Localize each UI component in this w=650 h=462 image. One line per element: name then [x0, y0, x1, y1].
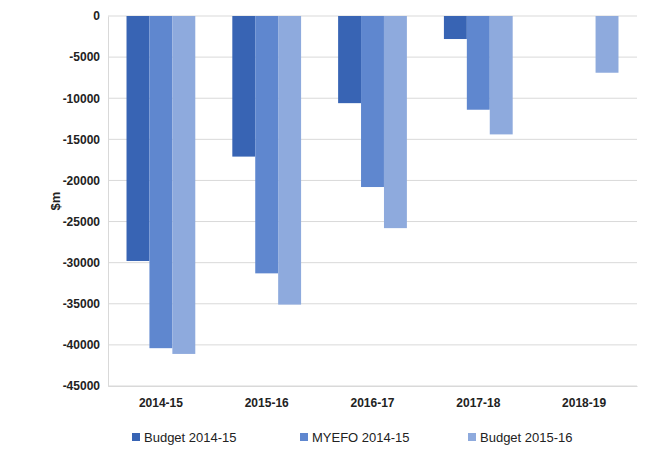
y-tick: 0 [93, 9, 108, 23]
x-tick-label: 2014-15 [139, 396, 183, 410]
y-tick-label: -5000 [69, 50, 100, 64]
grid-line [108, 386, 637, 387]
chart-svg: -45000 -40000 -35000 -30000 -25000 -20000 -150… [0, 0, 650, 462]
y-tick-label: -35000 [63, 297, 101, 311]
y-tick: -30000 [63, 256, 108, 270]
bar [490, 16, 513, 134]
legend-item: Budget 2015-16 [468, 430, 573, 445]
legend-label: MYEFO 2014-15 [312, 430, 410, 445]
legend-item: Budget 2014-15 [132, 430, 237, 445]
legend-label: Budget 2014-15 [144, 430, 237, 445]
legend-swatch [132, 433, 140, 441]
bar [232, 16, 255, 157]
chart-container: -45000 -40000 -35000 -30000 -25000 -20000 -150… [0, 0, 650, 462]
y-tick: -25000 [63, 215, 108, 229]
y-tick: -10000 [63, 92, 108, 106]
legend: Budget 2014-15 MYEFO 2014-15 Budget 2015-1… [132, 430, 573, 445]
bar [278, 16, 301, 305]
y-tick-label: -45000 [63, 379, 101, 393]
legend-swatch [468, 433, 476, 441]
legend-label: Budget 2015-16 [480, 430, 573, 445]
bar [467, 16, 490, 110]
bars [127, 16, 619, 354]
y-tick-label: -25000 [63, 215, 101, 229]
bar [444, 16, 467, 39]
y-tick: -40000 [63, 338, 108, 352]
x-tick-label: 2018-19 [562, 396, 606, 410]
bar [361, 16, 384, 187]
y-tick: -20000 [63, 174, 108, 188]
x-tick-label: 2017-18 [456, 396, 500, 410]
grid [108, 16, 637, 386]
bar [127, 16, 150, 261]
x-tick: 2017-18 [456, 386, 500, 410]
y-tick-label: 0 [93, 9, 100, 23]
x-tick-label: 2016-17 [350, 396, 394, 410]
y-axis-title: $m [48, 192, 63, 211]
y-tick-label: -10000 [63, 92, 101, 106]
bar [338, 16, 361, 103]
y-tick-label: -30000 [63, 256, 101, 270]
y-tick: -15000 [63, 133, 108, 147]
y-tick: -5000 [69, 50, 108, 64]
bar [149, 16, 172, 348]
bar [384, 16, 407, 228]
legend-swatch [300, 433, 308, 441]
x-axis-line [109, 386, 638, 387]
x-tick: 2016-17 [350, 386, 394, 410]
y-axis: -45000 -40000 -35000 -30000 -25000 -20000 -150… [63, 9, 109, 393]
y-tick-label: -20000 [63, 174, 101, 188]
y-tick-label: -15000 [63, 133, 101, 147]
bar [172, 16, 195, 354]
y-tick: -45000 [63, 379, 108, 393]
legend-item: MYEFO 2014-15 [300, 430, 410, 445]
y-tick-label: -40000 [63, 338, 101, 352]
x-tick-label: 2015-16 [245, 396, 289, 410]
y-tick: -35000 [63, 297, 108, 311]
x-tick: 2015-16 [245, 386, 289, 410]
x-tick: 2014-15 [139, 386, 183, 410]
x-tick: 2018-19 [562, 386, 606, 410]
x-axis: 2014-15 2015-16 2016-17 2017-18 2018-19 [109, 386, 638, 410]
y-axis-line [108, 17, 109, 387]
bar [596, 16, 619, 73]
bar [255, 16, 278, 273]
